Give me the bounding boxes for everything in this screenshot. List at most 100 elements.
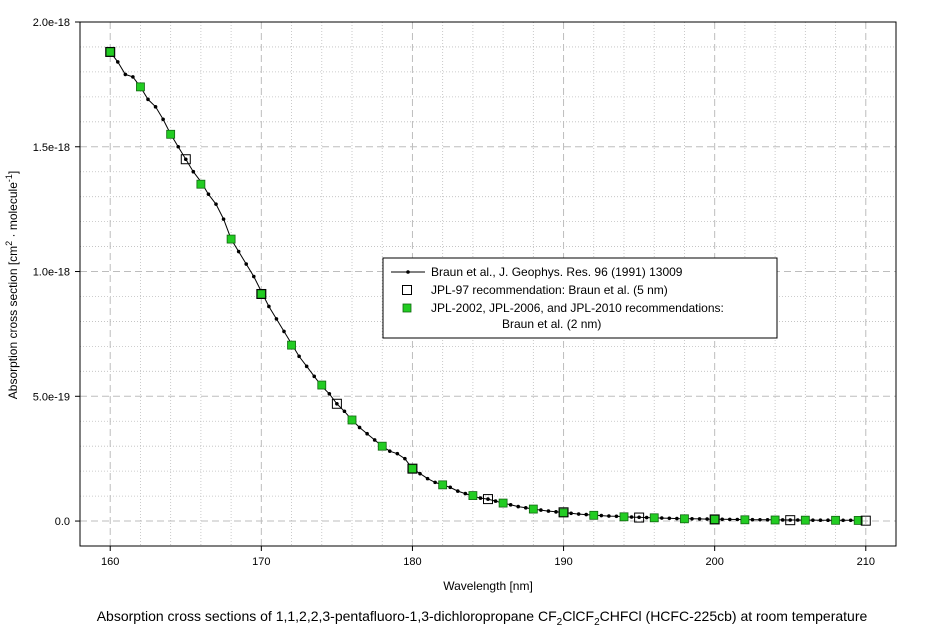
series-braun-point <box>395 451 400 456</box>
x-tick-label: 170 <box>252 556 270 568</box>
series-braun-point <box>244 262 249 266</box>
y-tick-label: 0.0 <box>55 516 70 528</box>
series-braun-point <box>750 517 755 522</box>
series-braun-point <box>123 72 128 77</box>
series-jpl2002-point <box>649 513 659 523</box>
series-braun-point <box>659 516 664 520</box>
series-braun-point <box>826 518 830 523</box>
series-braun-point <box>788 518 793 522</box>
series-braun-point <box>765 518 770 522</box>
series-braun-point <box>554 510 558 514</box>
series-braun-point <box>161 117 165 122</box>
caption-sub1: 2 <box>557 617 563 628</box>
series-braun-point <box>372 438 377 442</box>
series-braun-point <box>607 514 611 518</box>
series-braun-point <box>637 515 641 520</box>
series-braun-point <box>304 364 309 369</box>
series-braun-point <box>342 409 347 414</box>
series-braun-point <box>697 517 702 521</box>
legend-open-square-swatch <box>402 285 412 295</box>
series-braun-point <box>667 516 672 521</box>
series-braun-point <box>576 512 581 516</box>
x-axis-title: Wavelength [nm] <box>443 579 533 593</box>
series-braun-point <box>720 517 725 522</box>
series-braun-point <box>629 515 634 519</box>
series-jpl2002-point <box>853 516 863 525</box>
series-braun-point <box>418 471 422 476</box>
series-jpl2002-point <box>317 380 327 390</box>
series-jpl2002-point <box>680 514 689 524</box>
series-braun-point <box>146 97 150 102</box>
series-jpl97-point <box>634 512 645 523</box>
legend-label-jpl2002-line2: Braun et al. (2 nm) <box>502 317 601 331</box>
x-tick-label: 210 <box>857 556 875 568</box>
series-braun-point <box>508 503 513 507</box>
series-braun-point <box>818 518 823 522</box>
series-braun-point <box>267 304 271 309</box>
series-jpl2002-point <box>800 515 810 525</box>
series-jpl97-point <box>256 288 267 299</box>
series-braun-point <box>811 518 815 522</box>
series-jpl97-point <box>180 154 191 165</box>
series-braun-point <box>387 449 392 453</box>
series-braun-point <box>539 508 543 512</box>
y-tick-label: 2.0e-18 <box>33 17 70 29</box>
series-jpl97-point <box>331 398 342 409</box>
legend-green-square-swatch <box>402 303 412 313</box>
y-axis-title-sup2: -1 <box>4 174 14 182</box>
series-braun-line <box>109 51 859 521</box>
y-tick-label: 5.0e-19 <box>33 391 70 403</box>
series-braun-point <box>644 515 649 520</box>
x-tick-label: 190 <box>554 556 572 568</box>
series-jpl2002-point <box>256 289 266 299</box>
series-braun-point <box>463 491 468 496</box>
series-braun-point <box>274 317 279 321</box>
series-braun-point <box>758 517 762 522</box>
series-braun-point <box>335 401 339 406</box>
series-braun-point <box>131 75 135 79</box>
series-braun-point <box>848 518 853 523</box>
series-jpl2002-point <box>498 498 508 508</box>
series-braun-point <box>176 144 181 149</box>
legend: Braun et al., J. Geophys. Res. 96 (1991)… <box>382 257 778 339</box>
series-braun-point <box>448 485 453 490</box>
axis-ticks: 160 170 180 190 200 210 0.0 5.0e-19 1.0e-18 1.5e-… <box>33 17 875 568</box>
series-jpl2002-point <box>468 491 478 500</box>
legend-label-jpl2002: JPL-2002, JPL-2006, and JPL-2010 recomme… <box>431 301 724 315</box>
series-braun-point <box>614 514 619 519</box>
series-braun-point <box>735 517 740 522</box>
series-braun-point <box>523 506 528 510</box>
series-braun-point <box>478 496 483 500</box>
series-braun-point <box>425 476 430 481</box>
series-braun-point <box>236 249 241 254</box>
series-braun-point <box>312 374 317 379</box>
series-braun-point <box>191 169 196 174</box>
series-braun-point <box>433 480 437 485</box>
series-braun-point <box>841 518 845 523</box>
series-braun-point <box>690 517 694 521</box>
series-braun-point <box>327 391 332 396</box>
series-braun-point <box>493 499 498 503</box>
legend-label-braun: Braun et al., J. Geophys. Res. 96 (1991)… <box>431 265 683 279</box>
series-jpl2002-point <box>740 515 750 525</box>
series-jpl97-point <box>483 494 493 505</box>
caption-mid1: ClCF <box>562 608 594 624</box>
y-axis-title: Absorption cross section [cm2 · molecule… <box>4 171 20 399</box>
series-jpl2002-point <box>408 464 417 474</box>
y-axis-title-sup1: 2 <box>4 241 14 246</box>
series-braun-point <box>599 513 604 518</box>
series-jpl2002-point <box>105 47 115 57</box>
series-jpl97-point <box>105 46 116 57</box>
series-jpl2002-point <box>226 234 236 244</box>
series-jpl2002-point <box>770 515 780 525</box>
series-braun-point <box>365 431 369 436</box>
series-jpl2002-point <box>287 340 296 350</box>
series-braun-point <box>214 202 218 206</box>
series-braun-point <box>546 509 551 513</box>
series-jpl2002-point <box>831 515 840 525</box>
series-braun-point <box>115 60 120 64</box>
series-braun-point <box>705 517 709 521</box>
series-jpl2002-point <box>559 508 568 518</box>
series-jpl2002-point <box>136 82 145 92</box>
x-tick-label: 180 <box>403 556 421 568</box>
